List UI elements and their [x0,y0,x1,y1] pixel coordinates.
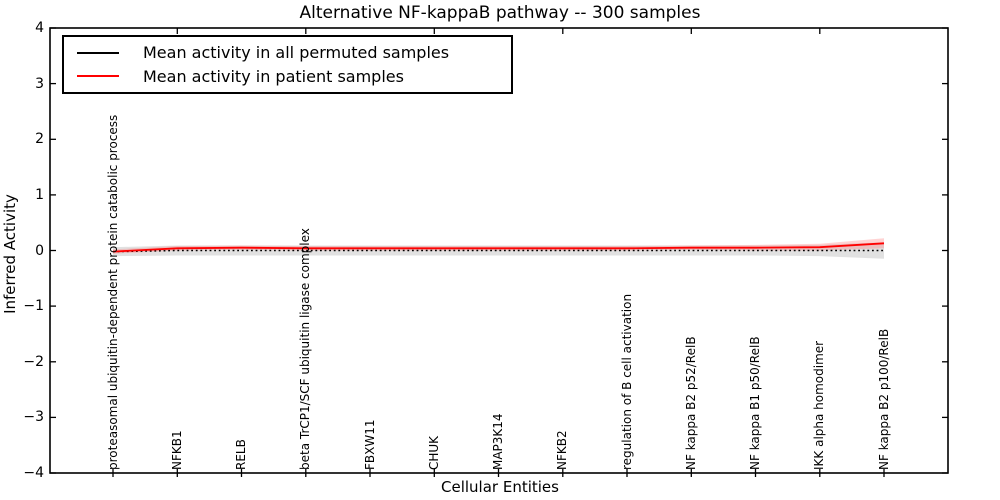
y-tick-label: −3 [23,409,44,426]
series-line-1 [112,242,885,253]
y-tick-label: 3 [35,75,44,92]
x-tick-label: CHUK [426,435,441,470]
x-tick-label: beta TrCP1/SCF ubiquitin ligase complex [298,228,313,470]
y-tick-label: 1 [35,186,44,203]
patient-line-swatch [77,75,119,78]
permuted-line-swatch [77,51,119,54]
legend-item-permuted: Mean activity in all permuted samples [77,43,511,62]
legend-label-permuted: Mean activity in all permuted samples [143,43,450,63]
x-axis-label: Cellular Entities [441,478,559,496]
y-tick-label: 4 [35,20,44,36]
x-tick-label: MAP3K14 [491,413,505,470]
y-tick-label: −4 [23,465,44,481]
x-tick-label: NFKB1 [169,430,184,470]
x-tick-label: NF kappa B2 p52/RelB [683,336,698,470]
y-tick-label: −1 [23,298,44,315]
band-0 [113,242,884,259]
x-tick-label: IKK alpha homodimer [812,340,827,470]
x-tick-label: proteasomal ubiquitin-dependent protein … [105,114,120,470]
chart-title: Alternative NF-kappaB pathway -- 300 sam… [299,3,701,23]
x-tick-label: NFKB2 [555,430,570,470]
band-1 [113,238,884,254]
legend: Mean activity in all permuted samples Me… [62,35,513,94]
x-tick-label: NF kappa B1 p50/RelB [748,336,762,470]
x-tick-label: RELB [234,439,248,470]
x-tick-label: NF kappa B2 p100/RelB [876,328,891,470]
y-tick-label: −2 [23,353,44,370]
y-tick-label: 0 [35,242,44,259]
x-tick-label: FBXW11 [362,419,377,471]
y-tick-label: 2 [35,131,44,148]
legend-item-patient: Mean activity in patient samples [77,67,511,86]
x-tick-label: regulation of B cell activation [619,293,634,470]
legend-label-patient: Mean activity in patient samples [143,66,404,86]
